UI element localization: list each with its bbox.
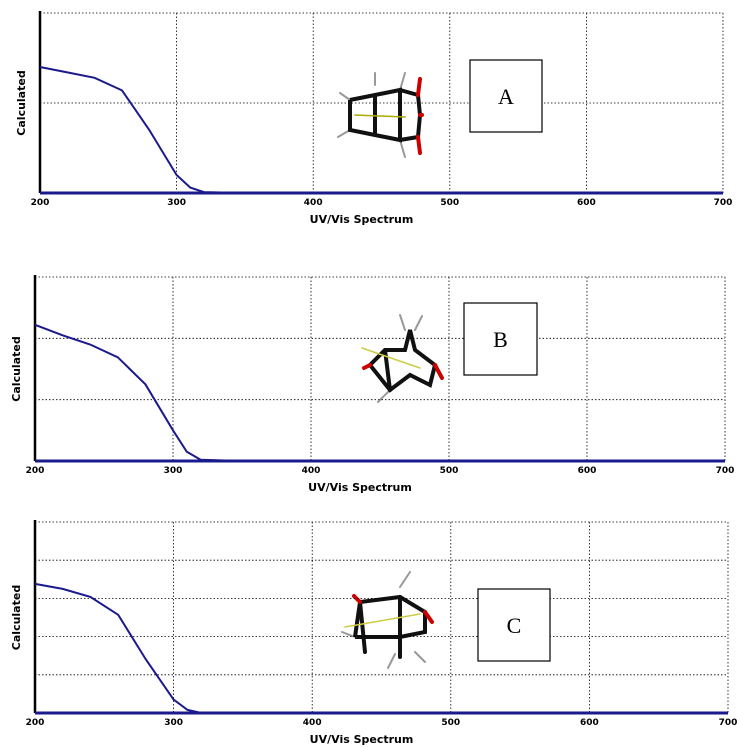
- x-tick-label: 700: [719, 718, 737, 728]
- x-tick-label: 600: [577, 198, 596, 208]
- x-axis-title: UV/Vis Spectrum: [308, 481, 412, 494]
- x-tick-label: 500: [441, 718, 460, 728]
- x-tick-label: 300: [167, 198, 186, 208]
- x-tick-label: 700: [716, 466, 735, 476]
- molecule-a: [338, 73, 422, 157]
- molecule-c: [342, 572, 432, 668]
- x-tick-label: 400: [304, 198, 323, 208]
- x-tick-label: 200: [26, 466, 45, 476]
- spectrum-line: [40, 67, 723, 193]
- x-tick-label: 600: [578, 466, 597, 476]
- y-axis-title: Calculated: [10, 585, 23, 650]
- label-letter: A: [498, 84, 514, 109]
- label-letter: C: [507, 613, 522, 638]
- x-tick-label: 500: [440, 198, 459, 208]
- x-tick-label: 200: [26, 718, 45, 728]
- x-tick-label: 400: [302, 466, 321, 476]
- x-tick-label: 500: [440, 466, 459, 476]
- y-axis-title: Calculated: [15, 70, 28, 135]
- x-tick-label: 600: [580, 718, 599, 728]
- figure: 200 300 400 500 600 700 UV/Vis Spectrum Calcula…: [0, 0, 737, 747]
- x-tick-label: 300: [164, 466, 183, 476]
- y-axis-title: Calculated: [10, 336, 23, 401]
- spectrum-line: [35, 325, 725, 461]
- x-axis-title: UV/Vis Spectrum: [310, 213, 414, 226]
- x-tick-label: 700: [714, 198, 733, 208]
- molecule-b: [362, 315, 442, 402]
- spectrum-line: [35, 584, 728, 713]
- x-tick-label: 200: [31, 198, 50, 208]
- x-axis-title: UV/Vis Spectrum: [310, 733, 414, 746]
- label-letter: B: [493, 327, 508, 352]
- x-tick-label: 400: [303, 718, 322, 728]
- x-tick-label: 300: [164, 718, 183, 728]
